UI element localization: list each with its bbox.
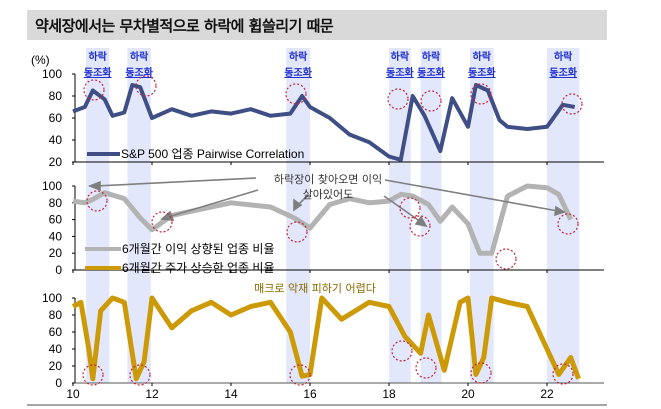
band-label-top: 하락: [391, 50, 410, 63]
y-tick-label: 100: [42, 291, 62, 305]
y-tick-label: 20: [49, 155, 63, 169]
top-y-ticks: 100 80 60 40 20: [42, 67, 75, 169]
y-tick-label: 0: [55, 263, 62, 277]
page-title: 약세장에서는 무차별적으로 하락에 휩쓸리기 때문: [35, 17, 334, 35]
highlight-circle: [557, 213, 579, 235]
band-label-bottom: 동조화: [549, 67, 577, 79]
x-tick-label: 22: [540, 387, 554, 401]
highlight-circle: [86, 190, 108, 212]
highlight-circle: [289, 364, 311, 386]
x-ticks: 10 12 14 16 18 20 22: [66, 162, 554, 401]
highlight-circle: [470, 362, 492, 384]
title-bar: 약세장에서는 무차별적으로 하락에 휩쓸리기 때문: [27, 10, 607, 40]
highlight-circle: [420, 90, 442, 112]
y-tick-label: 20: [49, 359, 63, 373]
legend-correlation: S&P 500 업종 Pairwise Correlation: [121, 147, 304, 161]
y-unit-label: (%): [31, 53, 50, 67]
x-tick-label: 20: [461, 387, 475, 401]
band-label-bottom: 동조화: [417, 67, 445, 79]
decline-band: [469, 48, 494, 383]
bottom-rule: [27, 404, 607, 406]
y-tick-label: 60: [49, 213, 63, 227]
band-label-bottom: 동조화: [84, 67, 112, 79]
band-label-top: 하락: [473, 50, 492, 63]
highlight-circle: [151, 211, 173, 233]
x-tick-label: 14: [224, 387, 238, 401]
highlight-circle: [135, 75, 157, 97]
band-label-top: 하락: [554, 50, 573, 63]
highlight-circle: [387, 88, 409, 110]
band-label-top: 하락: [422, 50, 441, 63]
highlight-circle: [495, 248, 517, 270]
y-tick-label: 40: [49, 229, 63, 243]
y-tick-label: 100: [42, 179, 62, 193]
y-tick-label: 80: [49, 308, 63, 322]
band-label-top: 하락: [88, 50, 107, 63]
x-tick-label: 10: [66, 387, 80, 401]
band-label-bottom: 동조화: [468, 67, 496, 79]
annotation-earnings-line2: 살아있어도: [303, 188, 354, 201]
y-tick-label: 20: [49, 246, 63, 260]
highlight-circles: [82, 75, 583, 386]
x-tick-label: 16: [303, 387, 317, 401]
y-tick-label: 60: [49, 325, 63, 339]
decline-band: [420, 48, 442, 383]
price-rise-line: [71, 295, 581, 382]
bottom-panel: 100 80 60 40 20 0 매크로 악재 피하기 어렵다 10 12 14 16 18 20…: [42, 162, 604, 401]
highlight-circle: [415, 357, 437, 379]
band-label-bottom: 동조화: [125, 67, 153, 79]
x-tick-label: 18: [382, 387, 396, 401]
band-label-bottom: 동조화: [386, 67, 414, 79]
y-tick-label: 40: [49, 133, 63, 147]
bottom-y-ticks: 100 80 60 40 20 0: [42, 291, 75, 390]
highlight-circle: [286, 221, 308, 243]
middle-y-ticks: 100 80 60 40 20 0: [42, 179, 75, 277]
decline-band: [286, 48, 310, 383]
highlight-circle: [470, 83, 492, 105]
y-tick-label: 100: [42, 67, 62, 81]
decline-band: [86, 48, 110, 383]
band-label-bottom: 동조화: [284, 67, 312, 79]
legend-price: 6개월간 주가 상승한 업종 비율: [122, 261, 275, 275]
highlight-circle: [83, 79, 105, 101]
highlight-circle: [129, 364, 151, 386]
legend-earnings: 6개월간 이익 상향된 업종 비율: [122, 242, 275, 256]
earnings-revision-line: [72, 183, 573, 256]
middle-panel: 100 80 60 40 20 0 6개월간 이익 상향된 업종 비율 6개월간 주가 상…: [42, 172, 604, 277]
highlight-circle: [391, 340, 413, 362]
y-tick-label: 0: [55, 376, 62, 390]
x-tick-label: 12: [145, 387, 159, 401]
band-label-top: 하락: [130, 50, 149, 63]
highlight-circle: [409, 215, 431, 237]
y-tick-label: 60: [49, 111, 63, 125]
y-tick-label: 80: [49, 196, 63, 210]
highlight-circle: [285, 83, 307, 105]
correlation-line: [72, 83, 576, 162]
highlight-circle: [561, 93, 583, 115]
annotation-macro: 매크로 악재 피하기 어렵다: [254, 281, 376, 295]
decline-bands: [86, 48, 580, 383]
annotation-arrows: [87, 177, 566, 228]
band-label-top: 하락: [289, 50, 308, 63]
highlight-circle: [552, 363, 574, 385]
highlight-circle: [399, 197, 421, 219]
highlight-circle: [82, 364, 104, 386]
annotation-earnings-line1: 하락장이 찾아오면 이익: [274, 172, 382, 186]
y-tick-label: 80: [49, 89, 63, 103]
top-panel: (%) 100 80 60 40 20 S&P 500 업종 Pairwise Corr…: [31, 53, 604, 169]
y-tick-label: 40: [49, 342, 63, 356]
